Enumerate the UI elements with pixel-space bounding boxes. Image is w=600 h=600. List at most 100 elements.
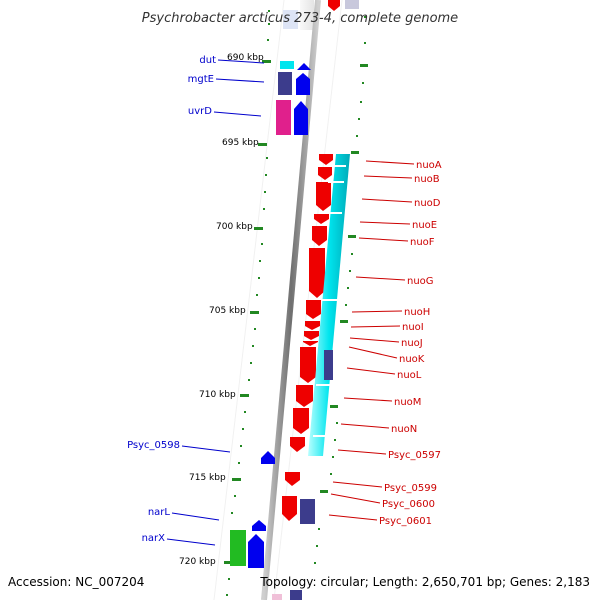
gene-nuoK-block[interactable]: [324, 350, 333, 380]
cyan-divider: [326, 212, 342, 214]
dot: [266, 157, 268, 159]
page-title: Psychrobacter arcticus 273-4, complete g…: [142, 11, 458, 26]
gene-label-narX[interactable]: narX: [142, 533, 166, 544]
gene-label-Psyc_0600[interactable]: Psyc_0600: [382, 499, 435, 510]
gene-label-nuoK[interactable]: nuoK: [399, 354, 425, 365]
connector-narX: [166, 538, 216, 546]
tick-label-695: 695 kbp: [222, 138, 259, 148]
gene-Psyc_0600[interactable]: [282, 496, 297, 521]
connector-narL: [171, 512, 220, 521]
cyan-divider: [316, 384, 332, 386]
tick-700: [254, 227, 263, 230]
dot: [332, 456, 334, 458]
tick-right-1: [360, 64, 368, 67]
dot: [318, 528, 320, 530]
gene-label-nuoL[interactable]: nuoL: [397, 370, 422, 381]
gene-uvrD[interactable]: [276, 100, 291, 135]
gene-narX-arrow[interactable]: [248, 534, 264, 568]
gene-nuoJ[interactable]: [304, 331, 319, 340]
gene-label-nuoF[interactable]: nuoF: [410, 237, 435, 248]
gene-nuoF[interactable]: [312, 226, 327, 246]
ghost-lane: [300, 0, 314, 30]
gene-label-narL[interactable]: narL: [148, 507, 171, 518]
gene-label-nuoD[interactable]: nuoD: [414, 198, 441, 209]
gene-nuoB[interactable]: [318, 167, 332, 180]
gene-nuoI[interactable]: [305, 321, 320, 330]
gene-nuoA[interactable]: [319, 154, 333, 165]
gene-label-mgtE[interactable]: mgtE: [188, 74, 214, 85]
gene-narX[interactable]: [230, 530, 246, 566]
connector-Psyc_0598: [181, 445, 231, 453]
gene-nuoK[interactable]: [303, 341, 318, 346]
gene-label-nuoA[interactable]: nuoA: [416, 160, 442, 171]
connector-uvrD: [213, 111, 262, 117]
cyan-divider: [328, 181, 344, 183]
tick-right-5: [330, 405, 338, 408]
gene-dut-arrow[interactable]: [297, 63, 311, 70]
gene-nuoN[interactable]: [293, 408, 309, 434]
dot: [264, 191, 266, 193]
accession-text: Accession: NC_007204: [8, 575, 144, 589]
right-connectors: [328, 160, 415, 521]
cyan-divider: [322, 299, 338, 301]
dot: [261, 243, 263, 245]
gene-label-Psyc_0598[interactable]: Psyc_0598: [127, 440, 180, 451]
gene-label-nuoG[interactable]: nuoG: [407, 276, 434, 287]
gene-mgtE[interactable]: [278, 72, 292, 95]
gene-label-uvrD[interactable]: uvrD: [188, 106, 212, 117]
dot: [362, 82, 364, 84]
tick-705: [250, 311, 259, 314]
gene-label-Psyc_0601[interactable]: Psyc_0601: [379, 516, 432, 527]
connector-nuoG: [355, 276, 406, 281]
gene-nuoL[interactable]: [300, 347, 316, 383]
connector-nuoI: [350, 325, 401, 328]
gene-label-nuoJ[interactable]: nuoJ: [401, 338, 423, 349]
gene-bottom-navy: [290, 590, 302, 600]
gene-nuoH[interactable]: [306, 300, 321, 319]
dot: [268, 23, 270, 25]
gene-label-Psyc_0599[interactable]: Psyc_0599: [384, 483, 437, 494]
gene-Psyc_0598[interactable]: [261, 451, 275, 464]
gene-label-nuoI[interactable]: nuoI: [402, 322, 424, 333]
connector-nuoE: [359, 221, 411, 225]
gene-narL-arrow[interactable]: [252, 520, 266, 531]
gene-Psyc_0597[interactable]: [290, 437, 305, 452]
dot: [358, 118, 360, 120]
gene-nuoE[interactable]: [314, 214, 329, 224]
tick-695: [258, 143, 267, 146]
gene-Psyc_0599[interactable]: [285, 472, 300, 486]
gene-label-dut[interactable]: dut: [199, 55, 216, 66]
dot: [254, 328, 256, 330]
dot: [244, 411, 246, 413]
gene-Psyc_0601[interactable]: [300, 499, 315, 524]
gene-nuoG[interactable]: [309, 248, 325, 298]
gene-label-Psyc_0597[interactable]: Psyc_0597: [388, 450, 441, 461]
connector-nuoL: [346, 367, 396, 375]
gene-label-nuoB[interactable]: nuoB: [414, 174, 440, 185]
dot: [226, 594, 228, 596]
gene-dut[interactable]: [280, 61, 294, 69]
connector-nuoB: [363, 175, 413, 179]
gene-nuoD[interactable]: [316, 182, 331, 211]
gene-label-nuoH[interactable]: nuoH: [404, 307, 430, 318]
dot: [231, 512, 233, 514]
gene-label-nuoE[interactable]: nuoE: [412, 220, 437, 231]
connector-nuoJ: [349, 337, 400, 343]
genome-axis: [261, 0, 321, 600]
connector-nuoM: [343, 397, 393, 402]
dot: [267, 39, 269, 41]
ghost-gene-top-red: [328, 0, 340, 11]
dot: [250, 362, 252, 364]
gene-label-nuoN[interactable]: nuoN: [391, 424, 417, 435]
connector-nuoF: [358, 237, 409, 242]
gene-mgtE-arrow[interactable]: [296, 73, 310, 95]
connector-Psyc_0599: [332, 481, 383, 488]
ruler-lane-left-edge: [213, 0, 285, 600]
tick-marks: [224, 60, 368, 564]
gene-label-nuoM[interactable]: nuoM: [394, 397, 421, 408]
dot: [349, 270, 351, 272]
tick-label-720: 720 kbp: [179, 557, 216, 567]
gene-nuoM[interactable]: [296, 385, 313, 407]
gene-uvrD-arrow[interactable]: [294, 101, 308, 135]
dot: [356, 135, 358, 137]
